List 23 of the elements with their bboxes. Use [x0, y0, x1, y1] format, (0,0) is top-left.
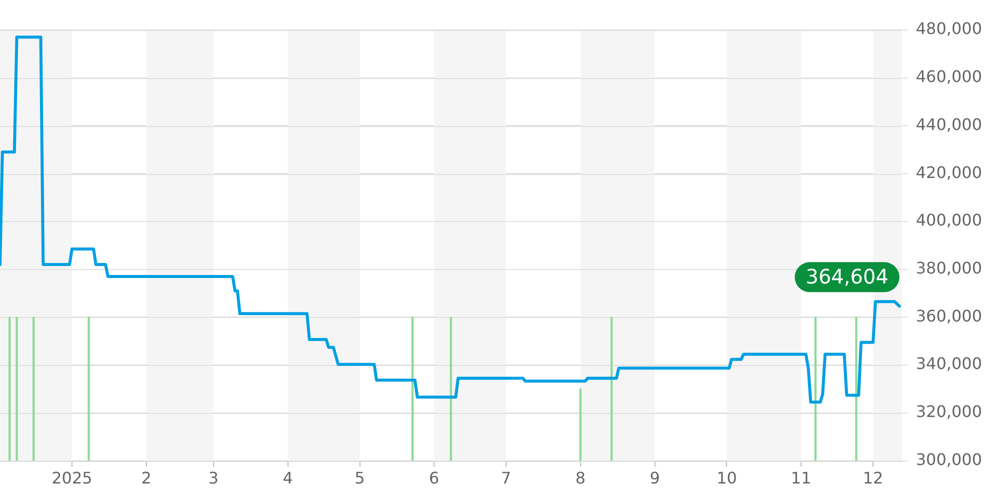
x-tick-label: 3	[208, 468, 219, 488]
x-tick-label: 7	[500, 468, 512, 488]
x-tick-label: 8	[575, 468, 586, 488]
x-tick-label: 10	[716, 468, 737, 488]
x-tick-label: 2	[141, 468, 152, 488]
x-tick-label: 5	[354, 468, 365, 488]
y-tick-label: 480,000	[916, 19, 982, 38]
x-tick-label: 6	[429, 468, 440, 488]
x-tick-label: 9	[650, 468, 660, 488]
x-tick-label: 11	[790, 468, 812, 488]
x-tick-label: 12	[862, 468, 884, 488]
annotation: 364,604	[806, 264, 888, 288]
y-tick-label: 340,000	[916, 354, 982, 374]
y-tick-label: 440,000	[916, 114, 982, 134]
y-tick-label: 380,000	[916, 258, 982, 278]
y-tick-label: 320,000	[916, 402, 982, 422]
x-tick-label: 2025	[52, 468, 92, 488]
x-tick-label: 4	[282, 468, 293, 488]
y-tick-label: 460,000	[916, 67, 982, 86]
y-tick-label: 420,000	[916, 162, 982, 182]
y-tick-label: 400,000	[916, 210, 982, 230]
y-tick-label: 360,000	[916, 306, 982, 326]
y-tick-label: 300,000	[916, 450, 982, 469]
